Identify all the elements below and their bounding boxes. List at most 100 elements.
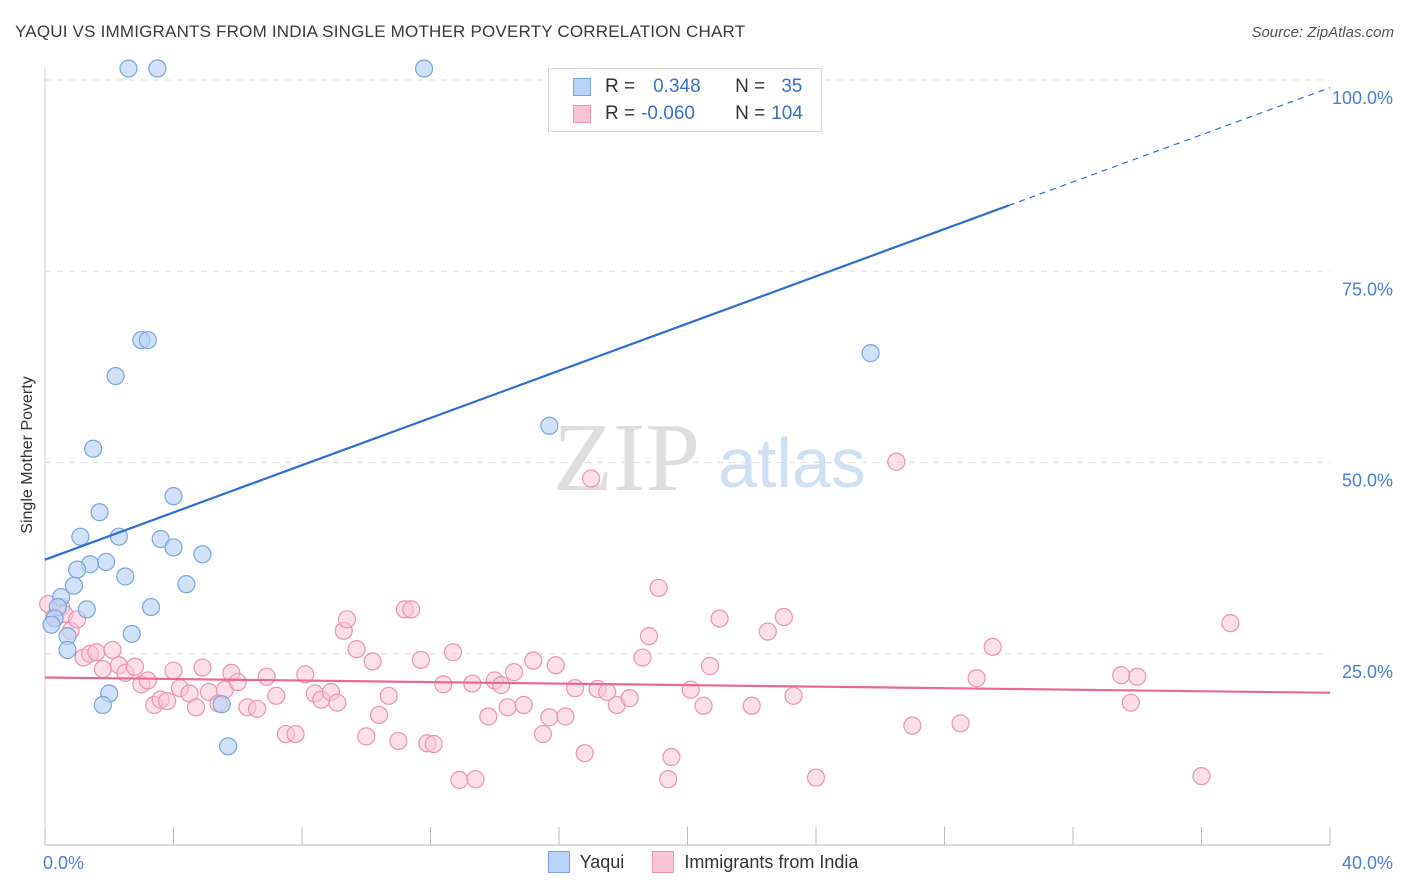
- india-point: [267, 686, 286, 705]
- india-point: [492, 676, 511, 695]
- india-point: [540, 708, 559, 727]
- series-yaqui-points: [42, 59, 880, 756]
- legend-r-label: R =: [605, 76, 636, 97]
- india-point: [546, 656, 565, 675]
- watermark-atlas: atlas: [718, 424, 866, 502]
- india-point: [1192, 767, 1211, 786]
- yaqui-point: [193, 545, 212, 564]
- india-point: [424, 734, 443, 754]
- x-tick-label: 0.0%: [43, 853, 84, 873]
- yaqui-point: [119, 59, 138, 78]
- legend-label-india: Immigrants from India: [684, 851, 859, 872]
- india-trend-line: [44, 676, 1331, 694]
- india-point: [228, 672, 247, 692]
- india-point: [138, 671, 157, 690]
- india-point: [498, 698, 517, 717]
- yaqui-point: [212, 695, 231, 714]
- india-point: [186, 698, 206, 717]
- yaqui-point: [164, 538, 183, 557]
- india-point: [504, 663, 524, 682]
- legend-item-yaqui: Yaqui: [547, 851, 625, 873]
- india-point: [466, 770, 485, 789]
- chart-title: YAQUI VS IMMIGRANTS FROM INDIA SINGLE MO…: [15, 22, 746, 41]
- yaqui-point: [42, 615, 61, 634]
- legend-swatch-yaqui: [547, 851, 570, 873]
- yaqui-trend-line: [44, 204, 1010, 561]
- yaqui-point: [106, 366, 125, 386]
- india-point: [903, 716, 922, 735]
- india-point: [967, 669, 986, 688]
- legend-row-yaqui: R = 0.348 N = 35: [573, 74, 802, 100]
- india-point: [164, 661, 183, 680]
- india-point: [620, 689, 639, 708]
- legend-n-label: N =: [735, 76, 766, 97]
- gridlines: [45, 79, 1330, 655]
- india-point: [443, 643, 463, 662]
- india-point: [389, 731, 408, 751]
- yaqui-point: [58, 640, 77, 660]
- india-point: [806, 768, 826, 787]
- source-credit: Source: ZipAtlas.com: [1251, 24, 1394, 41]
- india-point: [1121, 693, 1140, 712]
- legend-r-value: -0.060: [641, 103, 695, 124]
- india-point: [450, 770, 469, 790]
- legend-r-label: R =: [605, 103, 636, 124]
- india-point: [582, 469, 601, 488]
- india-point: [363, 652, 382, 671]
- yaqui-point: [96, 552, 116, 572]
- india-point: [556, 707, 575, 726]
- yaqui-point: [861, 344, 880, 363]
- yaqui-point: [68, 560, 87, 579]
- india-point: [575, 744, 594, 763]
- india-point: [633, 648, 652, 667]
- y-tick-label: 75.0%: [1342, 279, 1393, 299]
- india-point: [533, 724, 553, 744]
- yaqui-point: [93, 695, 112, 715]
- india-point: [337, 610, 357, 629]
- yaqui-point: [177, 575, 196, 594]
- india-point: [951, 714, 970, 733]
- tick-labels: 25.0% 50.0% 75.0% 100.0% 0.0% 40.0%: [43, 88, 1393, 873]
- legend-swatch-yaqui: [573, 78, 591, 96]
- legend-label-yaqui: Yaqui: [579, 851, 625, 872]
- legend-swatch-india: [573, 105, 591, 123]
- india-point: [370, 705, 389, 725]
- watermark-zip: ZIP: [553, 404, 700, 512]
- legend-n-value: 35: [781, 76, 803, 97]
- yaqui-point: [90, 503, 109, 522]
- yaqui-point: [540, 416, 559, 435]
- india-point: [514, 695, 533, 715]
- yaqui-point: [84, 439, 103, 458]
- india-point: [565, 679, 585, 698]
- legend-n-label: N =: [735, 103, 766, 124]
- series-india-points: [39, 452, 1240, 790]
- india-point: [411, 650, 430, 669]
- india-point: [379, 686, 398, 705]
- legend-row-india: R = -0.060 N = 104: [573, 101, 803, 127]
- india-point: [758, 622, 777, 641]
- india-point: [983, 637, 1002, 656]
- yaqui-point: [164, 487, 183, 506]
- india-point: [1128, 667, 1147, 686]
- india-point: [103, 640, 122, 660]
- india-point: [1112, 666, 1131, 685]
- india-point: [524, 651, 543, 670]
- india-point: [681, 680, 700, 699]
- axes: [44, 68, 1331, 846]
- india-point: [193, 658, 212, 677]
- india-point: [357, 727, 376, 746]
- india-point: [784, 686, 803, 705]
- india-point: [694, 696, 713, 715]
- india-point: [87, 643, 106, 662]
- legend-n-value: 104: [771, 103, 803, 124]
- india-point: [774, 607, 793, 627]
- india-point: [434, 675, 453, 694]
- yaqui-point: [71, 527, 90, 546]
- legend-r-value: 0.348: [653, 76, 701, 97]
- x-tick-label: 40.0%: [1342, 853, 1393, 873]
- y-tick-label: 50.0%: [1342, 471, 1393, 491]
- legend-item-india: Immigrants from India: [652, 851, 858, 873]
- yaqui-point: [64, 576, 84, 595]
- india-point: [257, 667, 276, 686]
